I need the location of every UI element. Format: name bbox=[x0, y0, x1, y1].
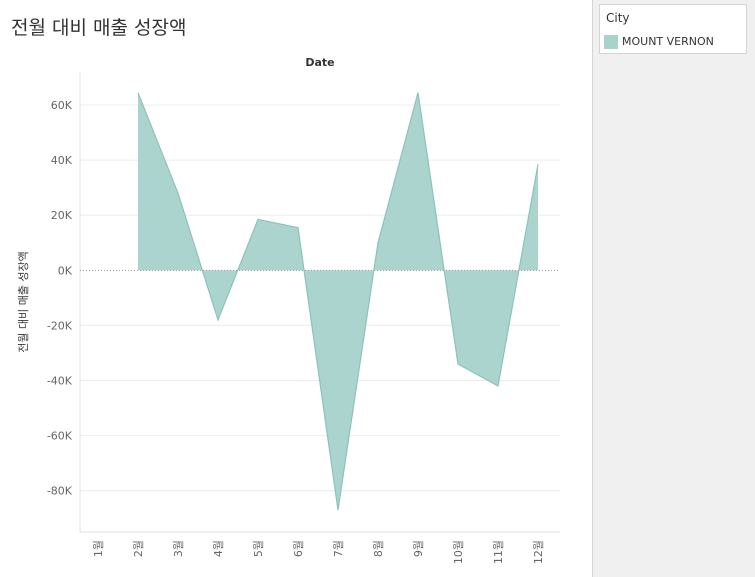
y-axis-title: 전월 대비 매출 성장액 bbox=[17, 251, 30, 353]
y-tick-label: 0K bbox=[58, 264, 73, 277]
legend-pane: City MOUNT VERNON bbox=[593, 0, 755, 577]
x-tick-label: 10월 bbox=[452, 540, 465, 564]
data-point bbox=[537, 163, 540, 166]
data-point bbox=[497, 385, 500, 388]
x-tick-label: 6월 bbox=[292, 540, 305, 557]
column-header: Date bbox=[305, 56, 334, 69]
x-tick-label: 5월 bbox=[252, 540, 265, 557]
x-tick-label: 12월 bbox=[532, 540, 545, 564]
x-tick-label: 2월 bbox=[132, 540, 145, 557]
x-tick-label: 11월 bbox=[492, 540, 505, 564]
data-point bbox=[417, 91, 420, 94]
data-point bbox=[257, 218, 260, 221]
y-tick-label: -60K bbox=[47, 430, 73, 443]
data-point bbox=[137, 91, 140, 94]
legend-swatch[interactable] bbox=[604, 35, 618, 49]
area-series-mount-vernon bbox=[138, 92, 538, 510]
y-tick-label: -20K bbox=[47, 319, 73, 332]
data-point bbox=[337, 508, 340, 511]
color-legend[interactable]: City MOUNT VERNON bbox=[599, 4, 747, 54]
series-line-mount-vernon bbox=[137, 92, 539, 511]
x-tick-label: 9월 bbox=[412, 540, 425, 557]
x-tick-label: 8월 bbox=[372, 540, 385, 557]
data-point bbox=[217, 318, 220, 321]
worksheet: 전월 대비 매출 성장액 Date 60K 40K 20K 0K -20K -40K -60K… bbox=[0, 0, 593, 577]
y-tick-label: 40K bbox=[51, 154, 73, 167]
data-point bbox=[457, 362, 460, 365]
legend-item-label[interactable]: MOUNT VERNON bbox=[622, 35, 714, 48]
data-point bbox=[297, 226, 300, 229]
y-tick-label: 60K bbox=[51, 99, 73, 112]
y-tick-label: -40K bbox=[47, 375, 73, 388]
x-tick-label: 3월 bbox=[172, 540, 185, 557]
y-tick-label: 20K bbox=[51, 209, 73, 222]
x-tick-label: 4월 bbox=[212, 540, 225, 557]
legend-title: City bbox=[606, 11, 630, 25]
data-point bbox=[177, 192, 180, 195]
y-tick-label: -80K bbox=[47, 485, 73, 498]
sheet-title: 전월 대비 매출 성장액 bbox=[11, 17, 187, 39]
x-tick-label: 7월 bbox=[332, 540, 345, 557]
data-point bbox=[377, 241, 380, 244]
x-tick-label: 1월 bbox=[92, 540, 105, 557]
